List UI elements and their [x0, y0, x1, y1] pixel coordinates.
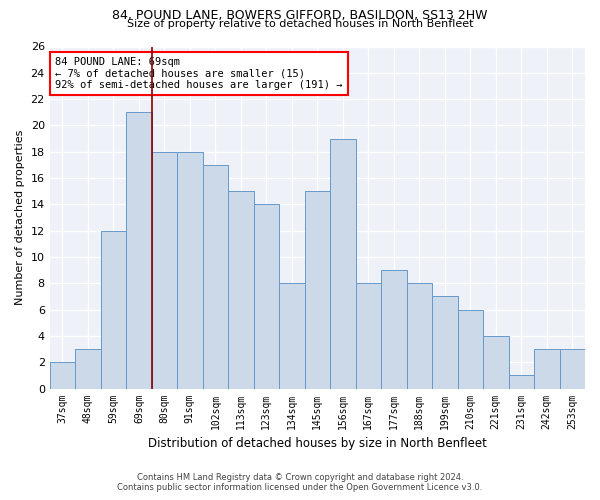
Text: 84, POUND LANE, BOWERS GIFFORD, BASILDON, SS13 2HW: 84, POUND LANE, BOWERS GIFFORD, BASILDON…	[112, 9, 488, 22]
Bar	[254, 204, 279, 388]
Bar	[228, 191, 254, 388]
Bar	[458, 310, 483, 388]
Bar	[203, 165, 228, 388]
Bar	[50, 362, 75, 388]
Bar	[126, 112, 152, 388]
Bar	[356, 284, 381, 389]
Bar	[483, 336, 509, 388]
Bar	[279, 284, 305, 389]
Bar	[75, 349, 101, 389]
Bar	[509, 376, 534, 388]
Bar	[560, 349, 585, 389]
Bar	[101, 230, 126, 388]
X-axis label: Distribution of detached houses by size in North Benfleet: Distribution of detached houses by size …	[148, 437, 487, 450]
Bar	[432, 296, 458, 388]
Text: 84 POUND LANE: 69sqm
← 7% of detached houses are smaller (15)
92% of semi-detach: 84 POUND LANE: 69sqm ← 7% of detached ho…	[55, 57, 343, 90]
Bar	[305, 191, 330, 388]
Text: Contains HM Land Registry data © Crown copyright and database right 2024.
Contai: Contains HM Land Registry data © Crown c…	[118, 473, 482, 492]
Bar	[177, 152, 203, 388]
Bar	[407, 284, 432, 389]
Bar	[534, 349, 560, 389]
Bar	[152, 152, 177, 388]
Bar	[330, 138, 356, 388]
Y-axis label: Number of detached properties: Number of detached properties	[15, 130, 25, 305]
Text: Size of property relative to detached houses in North Benfleet: Size of property relative to detached ho…	[127, 19, 473, 29]
Bar	[381, 270, 407, 388]
